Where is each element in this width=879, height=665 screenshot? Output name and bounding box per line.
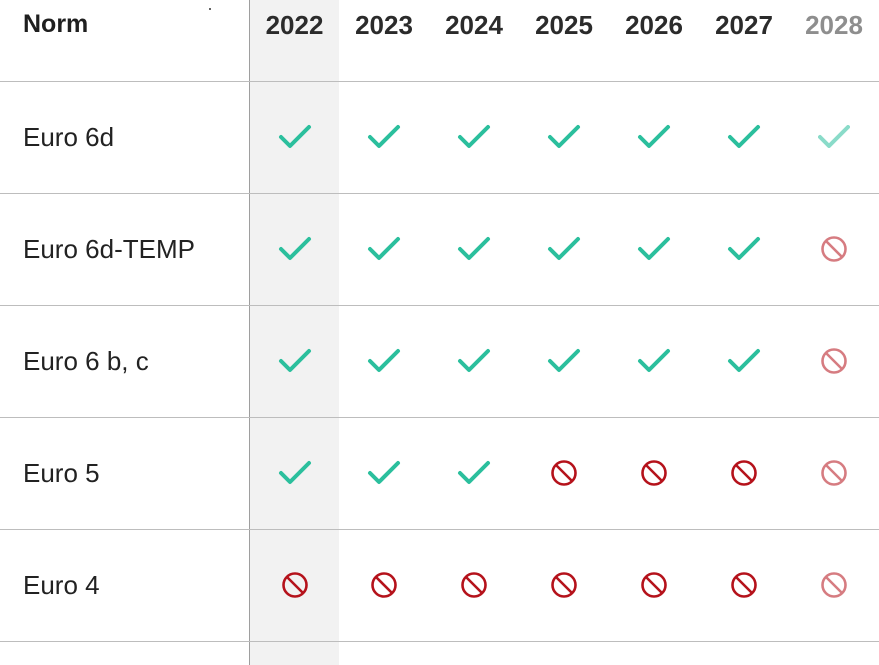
status-cell-2028 [789, 305, 879, 417]
check-icon [728, 349, 760, 372]
status-cell-2022 [250, 417, 339, 529]
status-cell-2026 [609, 305, 699, 417]
check-icon [368, 461, 400, 484]
status-cell-2027 [699, 529, 789, 641]
row-divider [0, 193, 879, 194]
no-entry-icon [821, 460, 847, 486]
check-icon [458, 237, 490, 260]
status-cell-2024 [429, 305, 519, 417]
no-entry-icon [551, 572, 577, 598]
status-cell-2024 [429, 529, 519, 641]
status-cell-2026 [609, 529, 699, 641]
header-norm: Norm [23, 10, 89, 38]
check-icon [818, 125, 850, 148]
status-cell-2028 [789, 529, 879, 641]
check-icon [458, 125, 490, 148]
status-cell-2026 [609, 417, 699, 529]
status-cell-2024 [429, 193, 519, 305]
row-divider [0, 81, 879, 82]
status-cell-2024 [429, 81, 519, 193]
emission-norm-table: Norm 2022 2023 2024 2025 2026 2027 2028 … [23, 0, 879, 665]
status-cell-2023 [339, 417, 429, 529]
check-icon [548, 349, 580, 372]
status-cell-2025 [519, 81, 609, 193]
row-label-euro-6-bc: Euro 6 b, c [23, 345, 149, 376]
status-cell-2022 [250, 193, 339, 305]
check-icon [638, 125, 670, 148]
no-entry-icon [731, 572, 757, 598]
check-icon [458, 461, 490, 484]
status-cell-2027 [699, 305, 789, 417]
status-cell-2025 [519, 417, 609, 529]
row-divider [0, 417, 879, 418]
check-icon [278, 125, 311, 148]
row-divider [0, 529, 879, 530]
status-cell-2025 [519, 193, 609, 305]
no-entry-icon [641, 460, 667, 486]
status-cell-2022 [250, 529, 339, 641]
header-year-2028: 2028 [805, 10, 863, 40]
check-icon [368, 125, 400, 148]
status-cell-2025 [519, 529, 609, 641]
no-entry-icon [821, 236, 847, 262]
check-icon [368, 349, 400, 372]
header-year-2023: 2023 [355, 10, 413, 40]
check-icon [548, 125, 580, 148]
status-cell-2023 [339, 81, 429, 193]
check-icon [548, 237, 580, 260]
status-cell-2023 [339, 529, 429, 641]
header-year-2024: 2024 [445, 10, 503, 40]
status-cell-2028 [789, 193, 879, 305]
check-icon [278, 349, 311, 372]
no-entry-icon [731, 460, 757, 486]
no-entry-icon [461, 572, 487, 598]
status-cell-2025 [519, 305, 609, 417]
status-cell-2022 [250, 305, 339, 417]
status-cell-2022 [250, 81, 339, 193]
status-cell-2027 [699, 417, 789, 529]
column-divider [249, 0, 250, 665]
status-cell-2023 [339, 305, 429, 417]
status-cell-2023 [339, 193, 429, 305]
row-label-euro-5: Euro 5 [23, 457, 100, 488]
status-cell-2026 [609, 193, 699, 305]
no-entry-icon [371, 572, 397, 598]
stray-dot [209, 8, 211, 10]
no-entry-icon [281, 572, 308, 598]
status-cell-2027 [699, 193, 789, 305]
status-cell-2024 [429, 417, 519, 529]
check-icon [278, 237, 311, 260]
check-icon [368, 237, 400, 260]
check-icon [728, 125, 760, 148]
row-label-euro-6d: Euro 6d [23, 121, 115, 152]
status-cell-2028 [789, 417, 879, 529]
status-cell-2028 [789, 81, 879, 193]
check-icon [278, 461, 311, 484]
row-divider [0, 641, 879, 642]
status-cell-2027 [699, 81, 789, 193]
header-year-2026: 2026 [625, 10, 683, 40]
status-cell-2026 [609, 81, 699, 193]
no-entry-icon [821, 572, 847, 598]
row-label-euro-6d-temp: Euro 6d-TEMP [23, 233, 195, 264]
header-year-2025: 2025 [535, 10, 593, 40]
row-divider [0, 305, 879, 306]
header-year-2022: 2022 [265, 10, 324, 40]
check-icon [638, 349, 670, 372]
check-icon [458, 349, 490, 372]
no-entry-icon [641, 572, 667, 598]
header-year-2027: 2027 [715, 10, 773, 40]
no-entry-icon [821, 348, 847, 374]
row-label-euro-4: Euro 4 [23, 569, 100, 600]
current-year-column-highlight [250, 0, 339, 665]
check-icon [638, 237, 670, 260]
no-entry-icon [551, 460, 577, 486]
check-icon [728, 237, 760, 260]
